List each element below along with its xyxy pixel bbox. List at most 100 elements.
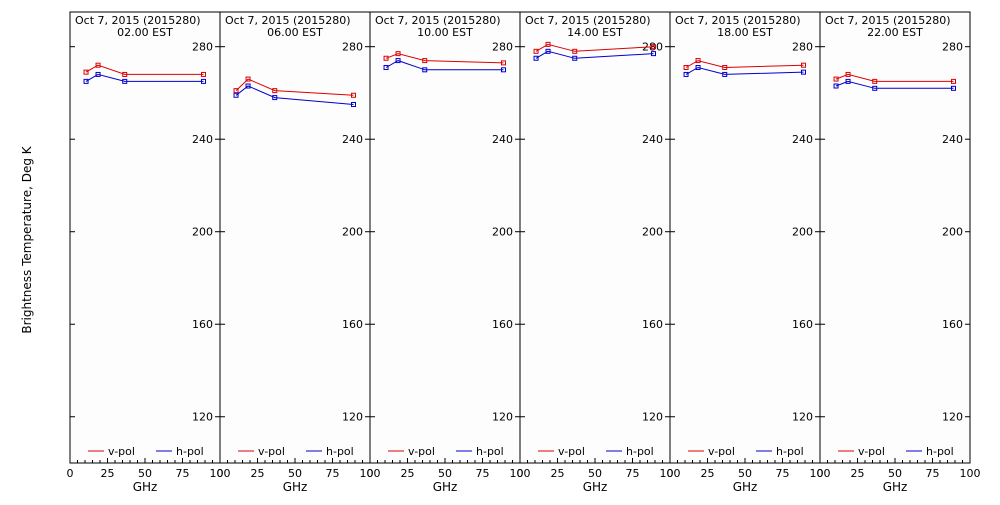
x-tick-label: 75 xyxy=(776,467,790,480)
panel-frame xyxy=(219,11,371,464)
y-tick-label: 240 xyxy=(492,133,513,146)
y-tick-label: 240 xyxy=(342,133,363,146)
legend-label-vpol: v-pol xyxy=(858,445,885,458)
data-point-vpol xyxy=(951,78,956,84)
legend-label-hpol: h-pol xyxy=(476,445,504,458)
data-point-vpol xyxy=(545,41,551,47)
data-point-vpol xyxy=(872,78,878,84)
panel-frame xyxy=(369,11,521,464)
panel-title-time: 22.00 EST xyxy=(867,26,923,39)
x-tick-label: 50 xyxy=(438,467,452,480)
y-tick-label: 280 xyxy=(942,41,963,54)
x-axis-label: GHz xyxy=(433,480,458,494)
data-point-hpol xyxy=(95,71,101,77)
data-point-vpol xyxy=(245,76,251,82)
y-tick-label: 240 xyxy=(642,133,663,146)
panel-1: Oct 7, 2015 (2015280)02.00 EST 120 160 200 2… xyxy=(67,11,231,494)
x-tick-label: 100 xyxy=(960,467,981,480)
panel-title-time: 06.00 EST xyxy=(267,26,323,39)
data-point-vpol xyxy=(572,48,578,54)
series-line-hpol xyxy=(685,66,804,75)
data-point-vpol xyxy=(395,51,401,57)
y-tick-label: 280 xyxy=(342,41,363,54)
series-line-vpol xyxy=(835,73,954,82)
data-point-hpol xyxy=(533,55,539,61)
y-tick-label: 160 xyxy=(792,318,813,331)
series-line-vpol xyxy=(535,43,654,52)
data-point-hpol xyxy=(395,58,401,64)
y-tick-label: 280 xyxy=(492,41,513,54)
data-point-hpol xyxy=(833,83,839,89)
x-tick-label: 50 xyxy=(588,467,602,480)
y-tick-label: 200 xyxy=(342,226,363,239)
data-point-hpol xyxy=(872,85,878,91)
y-tick-label: 200 xyxy=(642,226,663,239)
y-tick-label: 160 xyxy=(642,318,663,331)
legend-label-vpol: v-pol xyxy=(708,445,735,458)
x-tick-label: 50 xyxy=(138,467,152,480)
x-tick-label: 50 xyxy=(888,467,902,480)
x-tick-label: 0 xyxy=(67,467,74,480)
legend-label-hpol: h-pol xyxy=(626,445,654,458)
data-point-vpol xyxy=(233,88,239,94)
data-point-vpol xyxy=(351,92,356,98)
x-axis-label: GHz xyxy=(733,480,758,494)
x-tick-label: 75 xyxy=(326,467,340,480)
x-tick-label: 25 xyxy=(251,467,265,480)
y-tick-label: 240 xyxy=(792,133,813,146)
y-tick-label: 120 xyxy=(192,411,213,424)
x-axis-label: GHz xyxy=(883,480,908,494)
data-point-vpol xyxy=(383,55,389,61)
data-point-vpol xyxy=(95,62,101,68)
x-tick-label: 0 xyxy=(517,467,524,480)
data-point-hpol xyxy=(272,95,278,101)
series-line-vpol xyxy=(235,78,354,96)
panel-3: Oct 7, 2015 (2015280)10.00 EST 120 160 200 2… xyxy=(367,11,531,494)
series-line-hpol xyxy=(535,50,654,59)
y-tick-label: 160 xyxy=(492,318,513,331)
y-tick-label: 200 xyxy=(192,226,213,239)
panel-frame xyxy=(519,11,671,464)
legend-label-hpol: h-pol xyxy=(326,445,354,458)
data-point-hpol xyxy=(233,92,239,98)
data-point-hpol xyxy=(845,78,851,84)
panel-title-date: Oct 7, 2015 (2015280) xyxy=(525,14,651,27)
data-point-hpol xyxy=(83,78,89,84)
x-tick-label: 100 xyxy=(210,467,231,480)
y-tick-label: 200 xyxy=(942,226,963,239)
data-point-hpol xyxy=(801,69,806,75)
data-point-hpol xyxy=(122,78,128,84)
x-tick-label: 100 xyxy=(660,467,681,480)
y-tick-label: 280 xyxy=(792,41,813,54)
series-line-hpol xyxy=(385,60,504,71)
panel-frame xyxy=(819,11,971,464)
data-point-hpol xyxy=(545,48,551,54)
x-tick-label: 25 xyxy=(401,467,415,480)
data-point-vpol xyxy=(683,65,689,71)
legend-label-hpol: h-pol xyxy=(176,445,204,458)
x-tick-label: 25 xyxy=(701,467,715,480)
x-tick-label: 0 xyxy=(217,467,224,480)
x-tick-label: 0 xyxy=(367,467,374,480)
data-point-vpol xyxy=(122,71,128,77)
data-point-hpol xyxy=(951,85,956,91)
data-point-vpol xyxy=(833,76,839,82)
series-line-hpol xyxy=(235,85,354,105)
series-line-hpol xyxy=(835,80,954,89)
series-line-vpol xyxy=(385,53,504,64)
x-tick-label: 0 xyxy=(817,467,824,480)
y-tick-label: 120 xyxy=(942,411,963,424)
data-point-hpol xyxy=(651,51,656,57)
y-tick-label: 240 xyxy=(942,133,963,146)
y-tick-label: 280 xyxy=(192,41,213,54)
y-tick-label: 160 xyxy=(192,318,213,331)
data-point-hpol xyxy=(695,65,701,71)
x-tick-label: 100 xyxy=(510,467,531,480)
data-point-hpol xyxy=(351,102,356,108)
legend-label-vpol: v-pol xyxy=(258,445,285,458)
y-tick-label: 200 xyxy=(792,226,813,239)
panel-title-date: Oct 7, 2015 (2015280) xyxy=(225,14,351,27)
panel-title-date: Oct 7, 2015 (2015280) xyxy=(375,14,501,27)
data-point-vpol xyxy=(695,58,701,64)
